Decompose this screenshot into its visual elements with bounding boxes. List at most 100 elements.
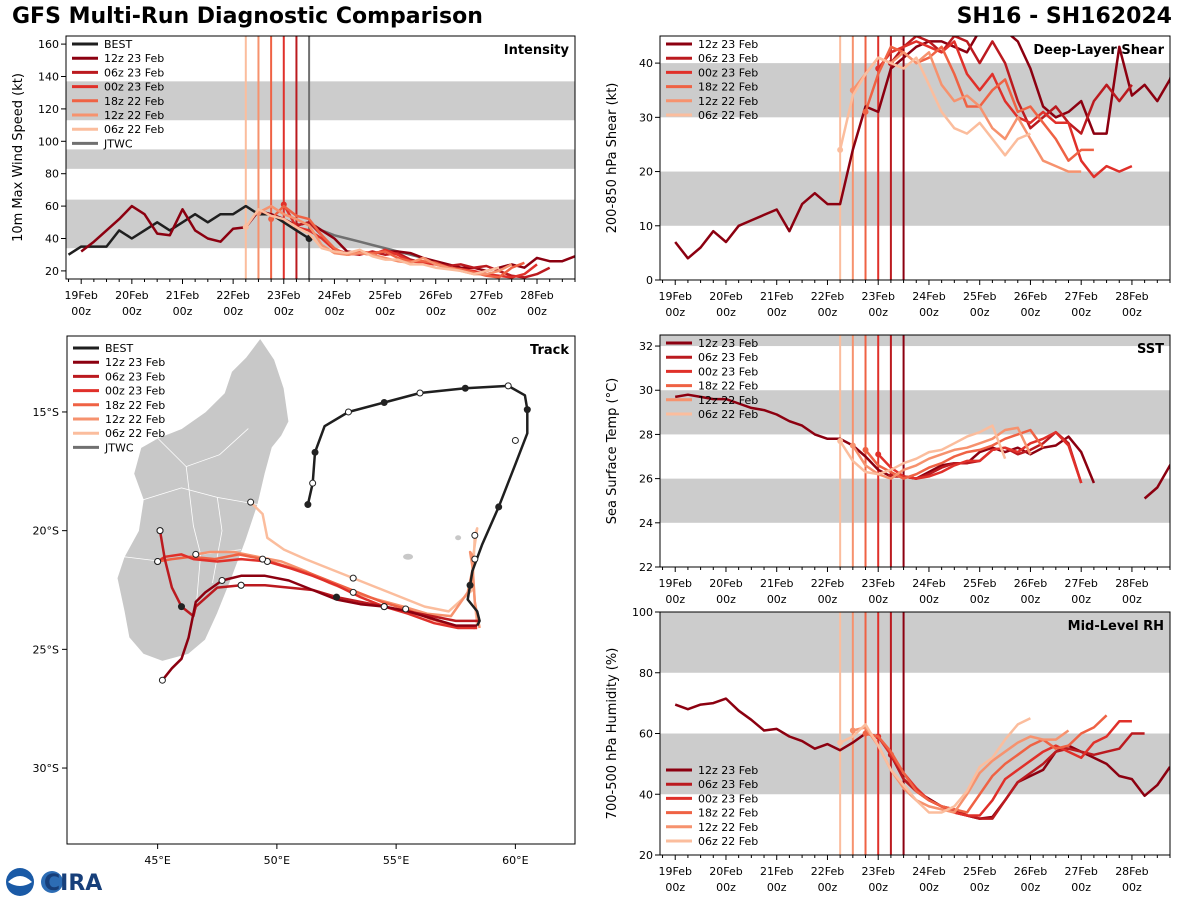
panel-title: Intensity	[504, 43, 570, 58]
series-00z-23-feb	[877, 430, 1083, 484]
plot-frame	[659, 35, 1171, 281]
series-12z-22-feb	[851, 426, 1032, 480]
track-marker-open	[402, 605, 410, 613]
y-tick-label: 40	[45, 233, 59, 246]
lat-tick-label: 25°S	[33, 643, 59, 656]
y-tick-label: 80	[45, 168, 59, 181]
legend-label: 00z 23 Feb	[105, 385, 165, 398]
track-marker-open	[504, 382, 512, 390]
track-marker-open	[158, 676, 166, 684]
track-00z-23-feb	[156, 553, 478, 630]
x-tick-label: 22Feb 00z	[216, 289, 249, 318]
panel-title: SST	[1137, 342, 1164, 357]
x-tick-label: 26Feb 00z	[1014, 577, 1047, 606]
legend-label: 18z 22 Feb	[104, 95, 164, 108]
x-tick-label: 21Feb 00z	[760, 865, 793, 894]
y-axis-label: 10m Max Wind Speed (kt)	[11, 73, 26, 242]
legend-label: JTWC	[104, 441, 134, 454]
x-tick-label: 21Feb 00z	[760, 577, 793, 606]
x-tick-label: 23Feb 00z	[267, 289, 300, 318]
legend-label: BEST	[105, 342, 133, 355]
legend-label: 00z 23 Feb	[104, 81, 164, 94]
legend-label: 12z 23 Feb	[105, 356, 165, 369]
x-tick-label: 23Feb 00z	[861, 290, 894, 319]
series-start-marker	[862, 446, 869, 453]
track-marker-filled	[461, 384, 469, 392]
track-marker-open	[471, 531, 479, 539]
track-marker-open	[192, 550, 200, 558]
lon-tick-label: 60°E	[502, 854, 528, 867]
series-start-marker	[849, 442, 856, 449]
legend-label: 06z 23 Feb	[698, 351, 758, 364]
x-tick-label: 26Feb 00z	[419, 289, 452, 318]
y-tick-label: 60	[639, 728, 653, 741]
track-marker-open	[344, 408, 352, 416]
sst-chart: 22 24 26 28 30 32 19Feb 00z 20Feb 00z 21Feb 00z 22Fe…	[605, 334, 1171, 606]
y-tick-label: 60	[45, 200, 59, 213]
y-tick-label: 100	[38, 135, 59, 148]
band-2	[660, 335, 1170, 347]
y-tick-label: 140	[38, 71, 59, 84]
track-marker-filled	[311, 448, 319, 456]
x-tick-label: 24Feb 00z	[912, 577, 945, 606]
series-06z-23-feb	[889, 36, 1133, 135]
y-tick-label: 40	[639, 788, 653, 801]
x-tick-label: 21Feb 00z	[760, 290, 793, 319]
lat-tick-label: 15°S	[33, 406, 59, 419]
x-tick-label: 28Feb 00z	[1115, 290, 1148, 319]
x-tick-label: 27Feb 00z	[470, 289, 503, 318]
y-tick-label: 20	[639, 849, 653, 862]
track-marker-filled	[333, 593, 341, 601]
shear-chart: 0 10 20 30 40 19Feb 00z 20Feb 00z 21Feb 00z 22Feb 00…	[605, 35, 1171, 319]
y-tick-label: 28	[639, 428, 653, 441]
series-12z-23-feb	[80, 204, 575, 273]
x-tick-label: 25Feb 00z	[963, 290, 996, 319]
x-tick-label: 26Feb 00z	[1014, 865, 1047, 894]
map-frame	[66, 335, 576, 845]
series-06z-22-feb	[244, 208, 500, 276]
band-0	[660, 478, 1170, 523]
series-start-marker	[875, 451, 882, 458]
band-1	[660, 390, 1170, 435]
x-tick-label: 27Feb 00z	[1064, 865, 1097, 894]
band-2	[66, 81, 575, 121]
series-start-marker	[242, 224, 249, 231]
legend-label: 12z 22 Feb	[698, 95, 758, 108]
x-tick-label: 21Feb 00z	[166, 289, 199, 318]
x-tick-label: 27Feb 00z	[1064, 577, 1097, 606]
legend-label: 12z 22 Feb	[104, 109, 164, 122]
legend-label: 18z 22 Feb	[698, 807, 758, 820]
legend-label: JTWC	[103, 137, 133, 150]
y-tick-label: 30	[639, 384, 653, 397]
x-tick-label: 22Feb 00z	[811, 577, 844, 606]
island	[455, 535, 462, 541]
legend-label: 12z 22 Feb	[105, 413, 165, 426]
track-best	[306, 384, 529, 627]
track-map: 45°E 50°E 55°E 60°E 15°S 20°S 25°S 30°S Track BES…	[33, 335, 576, 867]
track-marker-open	[511, 436, 519, 444]
lon-tick-label: 55°E	[383, 854, 409, 867]
legend-label: 06z 23 Feb	[698, 52, 758, 65]
cira-logo: CIRA	[6, 868, 102, 896]
series-start-marker	[849, 727, 856, 734]
y-axis-label: 700-500 hPa Humidity (%)	[605, 648, 620, 820]
x-tick-label: 28Feb 00z	[520, 289, 553, 318]
x-tick-label: 25Feb 00z	[963, 577, 996, 606]
series-06z-22-feb	[839, 717, 1031, 814]
lon-tick-label: 45°E	[144, 854, 170, 867]
track-12z-22-feb	[195, 550, 481, 629]
y-tick-label: 24	[639, 517, 653, 530]
legend-label: 12z 23 Feb	[698, 38, 758, 51]
legend-label: 12z 23 Feb	[698, 337, 758, 350]
track-marker-open	[349, 574, 357, 582]
x-tick-label: 23Feb 00z	[861, 865, 894, 894]
track-marker-filled	[304, 501, 312, 509]
rh-chart: 20 40 60 80 100 19Feb 00z 20Feb 00z 21Feb 00z 22Feb…	[605, 606, 1171, 894]
legend-label: 00z 23 Feb	[698, 792, 758, 805]
x-tick-label: 24Feb 00z	[318, 289, 351, 318]
series-06z-22-feb	[839, 424, 1007, 476]
region-border	[157, 428, 249, 468]
track-marker-open	[156, 527, 164, 535]
track-marker-open	[237, 581, 245, 589]
page-title: GFS Multi-Run Diagnostic Comparison	[12, 4, 483, 29]
